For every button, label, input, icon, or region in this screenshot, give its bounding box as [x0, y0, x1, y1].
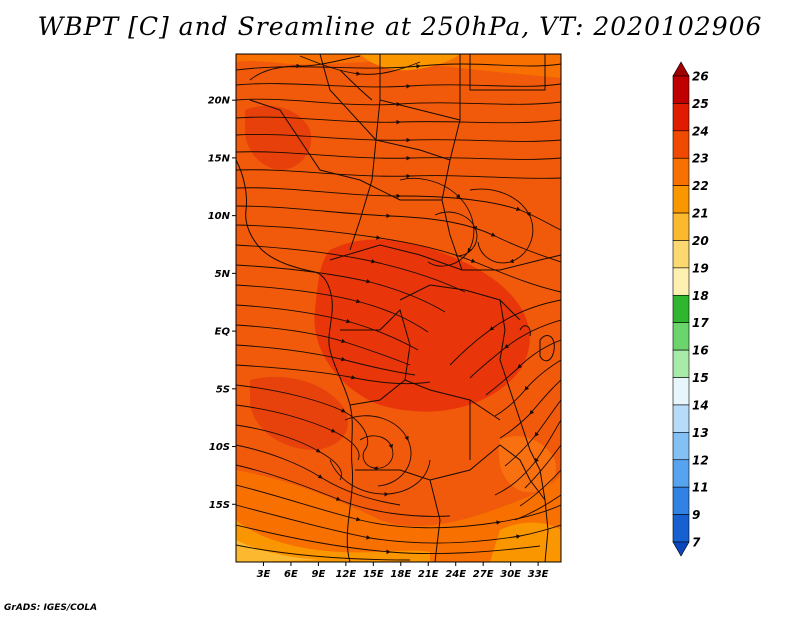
lon-tick-label: 18E	[390, 569, 411, 580]
credit-text: GrADS: IGES/COLA	[4, 603, 98, 613]
lon-tick-label: 15E	[363, 569, 384, 580]
colorbar-segment	[672, 185, 690, 214]
chart-title: WBPT [C] and Sreamline at 250hPa, VT: 20…	[37, 12, 763, 41]
colorbar-label: 21	[692, 207, 709, 221]
colorbar-segment	[672, 377, 690, 406]
colorbar-segment	[672, 514, 690, 543]
wbpt-band-22-north	[236, 54, 561, 78]
colorbar-segment	[672, 432, 690, 461]
map-frame	[235, 53, 562, 563]
colorbar-label: 11	[692, 481, 709, 495]
lat-tick-label: 20N	[208, 96, 231, 107]
wbpt-band-20-se	[490, 522, 561, 562]
colorbar-label: 9	[692, 508, 700, 522]
lat-tick-label: 10S	[209, 442, 230, 453]
colorbar-segment	[672, 157, 690, 186]
lon-tick-label: 3E	[257, 569, 271, 580]
colorbar-label: 26	[692, 70, 709, 84]
lon-tick-label: 33E	[528, 569, 549, 580]
colorbar-segment	[672, 212, 690, 241]
lon-tick-label: 6E	[284, 569, 298, 580]
colorbar-label: 12	[692, 453, 709, 467]
country-boundaries	[236, 54, 561, 562]
lat-tick-label: 15S	[209, 500, 230, 511]
colorbar-label: 22	[692, 179, 709, 193]
lon-tick-label: 21E	[418, 569, 439, 580]
colorbar-label: 14	[692, 398, 709, 412]
lat-tick-label: 10N	[208, 211, 231, 222]
colorbar-label: 18	[692, 289, 709, 303]
lon-tick-label: 12E	[335, 569, 356, 580]
colorbar-segment	[672, 75, 690, 104]
colorbar-segment	[672, 240, 690, 269]
lon-tick-label: 9E	[311, 569, 325, 580]
colorbar-segment	[672, 103, 690, 132]
colorbar-segment	[672, 486, 690, 515]
colorbar-segment	[672, 130, 690, 159]
lon-tick-label: 27E	[473, 569, 494, 580]
wbpt-band-24-west	[245, 105, 312, 170]
colorbar-label: 24	[692, 124, 709, 138]
colorbar-segment	[672, 267, 690, 296]
colorbar-top-triangle	[672, 61, 690, 77]
lat-tick-label: 5S	[216, 384, 230, 395]
colorbar-segment	[672, 404, 690, 433]
colorbar-segment	[672, 322, 690, 351]
latitude-axis: 20N 15N 10N 5N EQ 5S 10S 15S	[208, 96, 236, 511]
lon-tick-label: 24E	[445, 569, 466, 580]
colorbar-label: 7	[692, 536, 701, 550]
colorbar-segment	[672, 294, 690, 324]
colorbar-segments: 26 25 24 23 22 21 20 19 18 17 16 15 14 13 12 11 9 7	[672, 61, 709, 557]
colorbar-label: 13	[692, 426, 709, 440]
colorbar-label: 17	[692, 316, 709, 330]
wbpt-band-21-south	[236, 520, 430, 562]
colorbar-label: 25	[692, 97, 709, 111]
map-area	[236, 54, 561, 562]
lon-tick-label: 30E	[500, 569, 521, 580]
wbpt-band-21-north	[360, 54, 460, 71]
colorbar-label: 19	[692, 261, 709, 275]
lat-tick-label: 5N	[215, 269, 231, 280]
wbpt-band-20-south	[236, 540, 320, 562]
longitude-axis: 3E 6E 9E 12E 15E 18E 21E 24E 27E 30E 33E	[257, 562, 549, 580]
colorbar-segment	[672, 349, 690, 378]
colorbar-bottom-triangle	[672, 541, 690, 557]
lat-tick-label: 15N	[208, 153, 231, 164]
colorbar-label: 15	[692, 371, 709, 385]
wbpt-band-24-sw	[250, 376, 349, 450]
colorbar-segment	[672, 459, 690, 488]
streamlines	[236, 55, 561, 561]
colorbar-label: 23	[692, 152, 709, 166]
colorbar-label: 20	[692, 234, 709, 248]
lat-tick-label: EQ	[215, 327, 231, 338]
colorbar-label: 16	[692, 344, 709, 358]
